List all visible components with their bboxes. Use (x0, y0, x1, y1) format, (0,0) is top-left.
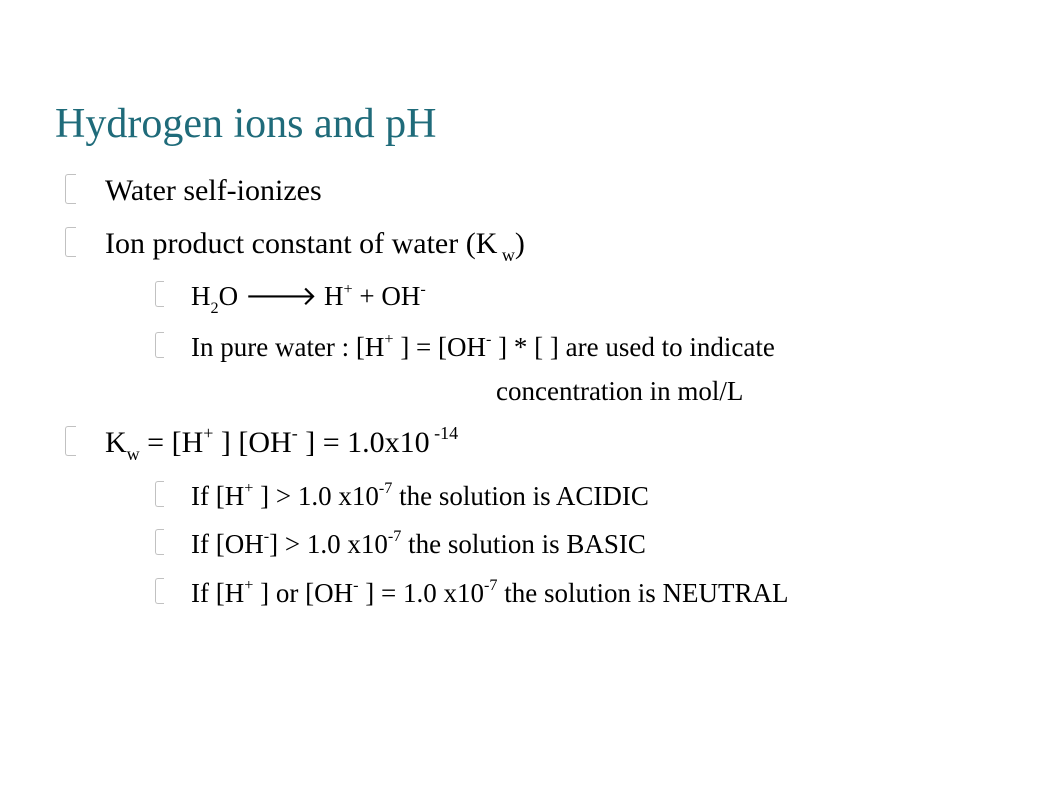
superscript: -14 (430, 423, 459, 443)
subscript: w (497, 245, 515, 265)
list-item: In pure water : [H+ ] = [OH- ] * [ ] are… (155, 325, 1012, 414)
superscript: + (244, 576, 253, 594)
list-item: Water self-ionizes (65, 168, 1012, 215)
superscript: - (292, 423, 298, 443)
superscript: -7 (388, 527, 401, 545)
list-item: If [H+ ] or [OH- ] = 1.0 x10-7 the solut… (155, 571, 1012, 616)
superscript: - (486, 330, 491, 348)
superscript: - (420, 280, 425, 298)
list-item: H2O 🡒 H+ + OH- (155, 274, 1012, 320)
superscript: + (203, 423, 213, 443)
list-item: If [H+ ] > 1.0 x10-7 the solution is ACI… (155, 474, 1012, 519)
subscript: 2 (211, 299, 219, 317)
superscript: - (264, 527, 269, 545)
list-item: If [OH-] > 1.0 x10-7 the solution is BAS… (155, 522, 1012, 567)
superscript: + (244, 479, 253, 497)
superscript: -7 (484, 576, 497, 594)
superscript: - (353, 576, 358, 594)
subscript: w (127, 444, 140, 464)
superscript: + (384, 330, 393, 348)
bullet-list-level2: H2O 🡒 H+ + OH- In pure water : [H+ ] = [O… (105, 274, 1012, 413)
superscript: + (344, 280, 353, 298)
bullet-list-level1: Water self-ionizes Ion product constant o… (55, 168, 1012, 615)
slide-content: Hydrogen ions and pH Water self-ionizes I… (0, 0, 1062, 671)
list-item: Ion product constant of water (K w)H2O 🡒… (65, 221, 1012, 414)
bullet-list-level2: If [H+ ] > 1.0 x10-7 the solution is ACI… (105, 474, 1012, 616)
list-item: Kw = [H+ ] [OH- ] = 1.0x10 -14If [H+ ] >… (65, 420, 1012, 616)
superscript: -7 (379, 479, 392, 497)
slide-title: Hydrogen ions and pH (55, 100, 1012, 148)
